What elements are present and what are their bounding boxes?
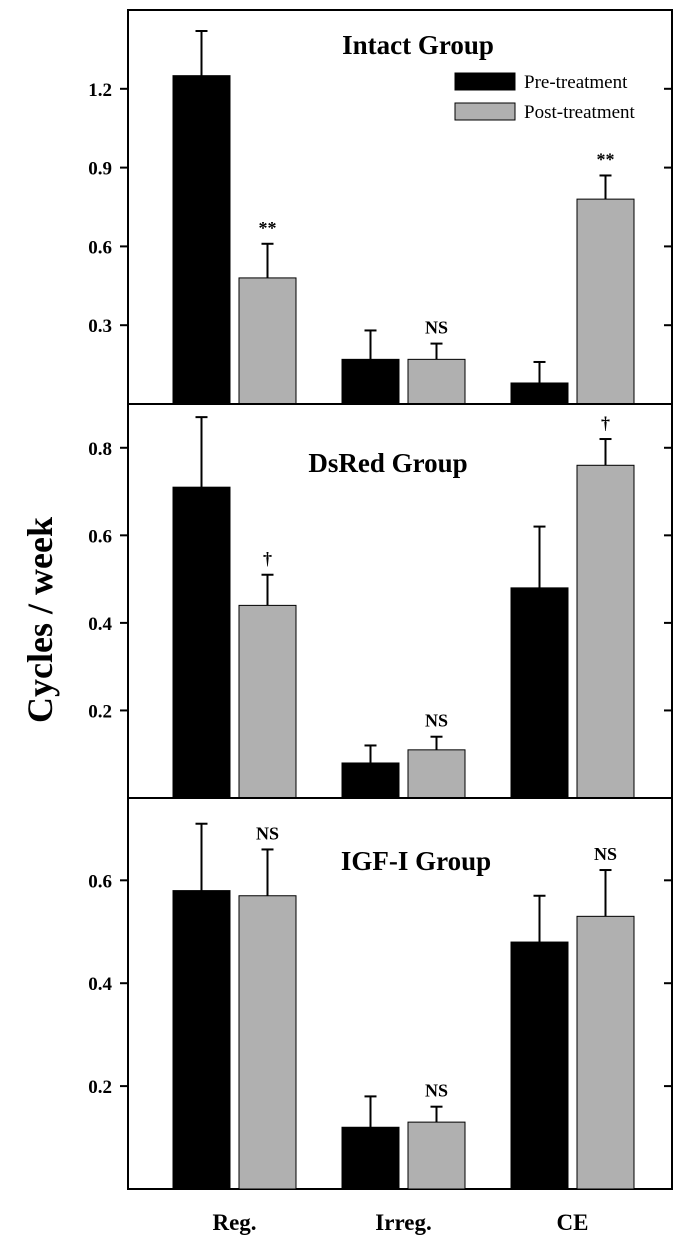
bar-pre-treatment (510, 587, 569, 799)
panel-1: 0.3 0.6 0.9 1.2 Intact Group ** NS ** (88, 9, 673, 405)
y-tick-label: 0.6 (88, 526, 112, 547)
x-category-label: Reg. (212, 1210, 256, 1235)
bar-pre-treatment (172, 75, 231, 405)
y-tick-label: 0.4 (88, 614, 112, 635)
significance-label: NS (425, 318, 448, 338)
panel-2: 0.2 0.4 0.6 0.8 DsRed Group † NS † (88, 403, 673, 799)
y-tick-label: 0.3 (88, 316, 112, 337)
significance-label: NS (425, 1081, 448, 1101)
y-tick-label: 0.2 (88, 701, 112, 722)
significance-label: † (263, 549, 272, 569)
bar-pre-treatment (172, 486, 231, 799)
legend: Pre-treatment Post-treatment (454, 72, 636, 123)
y-tick-label: 0.6 (88, 237, 112, 258)
bar-pre-treatment (341, 762, 400, 799)
y-tick-label: 0.4 (88, 974, 112, 995)
y-tick-label: 0.9 (88, 159, 112, 180)
category-labels: Reg. Irreg. CE (212, 1210, 588, 1235)
panel-title: IGF-I Group (341, 846, 491, 876)
significance-label: † (601, 413, 610, 433)
bar-post-treatment (576, 915, 635, 1190)
y-tick-label: 1.2 (88, 80, 112, 101)
bar-post-treatment (238, 604, 297, 799)
bar-post-treatment (407, 749, 466, 799)
significance-label: NS (425, 711, 448, 731)
bar-post-treatment (407, 1121, 466, 1190)
significance-label: NS (594, 844, 617, 864)
legend-swatch (454, 102, 516, 121)
panel-title: DsRed Group (308, 448, 467, 478)
significance-label: ** (597, 149, 615, 169)
bar-pre-treatment (510, 941, 569, 1190)
legend-swatch (454, 72, 516, 91)
y-tick-label: 0.8 (88, 439, 112, 460)
bar-pre-treatment (341, 358, 400, 405)
legend-label: Post-treatment (524, 102, 636, 123)
panel-3: 0.2 0.4 0.6 IGF-I Group NS NS NS (88, 797, 673, 1190)
panel-title: Intact Group (342, 30, 494, 60)
y-axis-title: Cycles / week (20, 517, 60, 723)
bar-post-treatment (238, 895, 297, 1190)
y-tick-label: 0.2 (88, 1077, 112, 1098)
legend-label: Pre-treatment (524, 72, 628, 93)
bar-post-treatment (407, 358, 466, 405)
bar-post-treatment (576, 464, 635, 799)
significance-label: NS (256, 823, 279, 843)
bar-pre-treatment (172, 890, 231, 1190)
bar-pre-treatment (510, 382, 569, 405)
bar-pre-treatment (341, 1126, 400, 1190)
panel-frame (127, 797, 673, 1190)
x-category-label: CE (557, 1210, 589, 1235)
significance-label: ** (259, 218, 277, 238)
bar-post-treatment (238, 277, 297, 405)
x-category-label: Irreg. (375, 1210, 431, 1235)
bar-post-treatment (576, 198, 635, 405)
y-tick-label: 0.6 (88, 871, 112, 892)
